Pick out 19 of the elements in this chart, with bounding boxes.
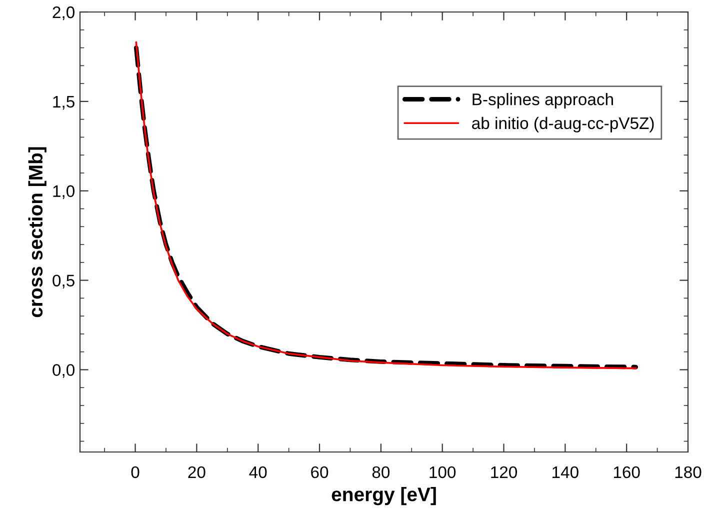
x-axis-title: energy [eV] [332,486,436,506]
x-tick-label: 80 [372,466,390,478]
x-tick-label: 120 [491,466,518,478]
legend-label: ab initio (d-aug-cc-pV5Z) [472,116,654,132]
legend-label: B-splines approach [472,93,613,109]
y-axis-title: cross section [Mb] [28,147,46,318]
y-tick-label: 0,0 [52,364,74,378]
x-tick-label: 100 [430,466,456,478]
x-tick-label: 160 [614,466,640,478]
y-tick-label: 2,0 [52,6,74,20]
x-tick-label: 180 [675,466,702,478]
x-tick-label: 20 [188,466,206,478]
x-tick-label: 60 [311,466,328,478]
y-tick-label: 1,0 [53,185,74,200]
x-tick-label: 140 [552,466,578,478]
y-tick-label: 0,5 [52,274,74,288]
y-tick-label: 1,5 [53,96,74,110]
x-tick-label: 40 [249,466,267,478]
x-tick-label: 0 [131,466,140,478]
